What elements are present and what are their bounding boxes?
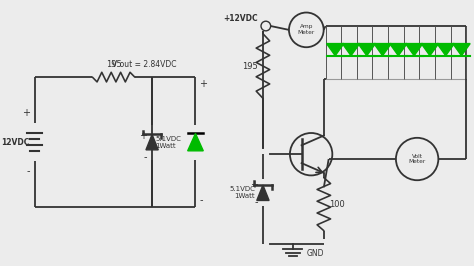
Text: +: + bbox=[250, 180, 258, 190]
Text: +12VDC: +12VDC bbox=[224, 14, 258, 23]
Circle shape bbox=[396, 138, 438, 180]
Text: GND: GND bbox=[306, 249, 324, 258]
Polygon shape bbox=[358, 44, 375, 56]
Text: -: - bbox=[255, 197, 258, 207]
Polygon shape bbox=[453, 44, 470, 56]
Polygon shape bbox=[327, 44, 344, 56]
Text: +: + bbox=[200, 79, 207, 89]
Polygon shape bbox=[421, 44, 438, 56]
Text: Amp
Meter: Amp Meter bbox=[298, 24, 315, 35]
Polygon shape bbox=[146, 134, 158, 150]
Text: 5.1VDC
1Watt: 5.1VDC 1Watt bbox=[155, 136, 181, 149]
Polygon shape bbox=[188, 134, 203, 151]
Polygon shape bbox=[390, 44, 407, 56]
Text: 195: 195 bbox=[106, 60, 121, 69]
Polygon shape bbox=[342, 44, 360, 56]
Text: 100: 100 bbox=[328, 200, 345, 209]
Text: -: - bbox=[144, 153, 147, 163]
Text: 195: 195 bbox=[242, 61, 258, 70]
Text: +: + bbox=[139, 131, 147, 141]
Text: Volt
Meter: Volt Meter bbox=[409, 154, 426, 164]
Text: 12VDC: 12VDC bbox=[1, 138, 30, 147]
Circle shape bbox=[289, 13, 324, 47]
Text: +: + bbox=[22, 108, 30, 118]
Polygon shape bbox=[257, 185, 269, 201]
Text: -: - bbox=[200, 195, 203, 205]
Polygon shape bbox=[437, 44, 455, 56]
Polygon shape bbox=[405, 44, 423, 56]
Text: V out = 2.84VDC: V out = 2.84VDC bbox=[112, 60, 176, 69]
Text: -: - bbox=[26, 166, 30, 176]
Text: 5.1VDC
1Watt: 5.1VDC 1Watt bbox=[229, 186, 255, 199]
Polygon shape bbox=[374, 44, 391, 56]
